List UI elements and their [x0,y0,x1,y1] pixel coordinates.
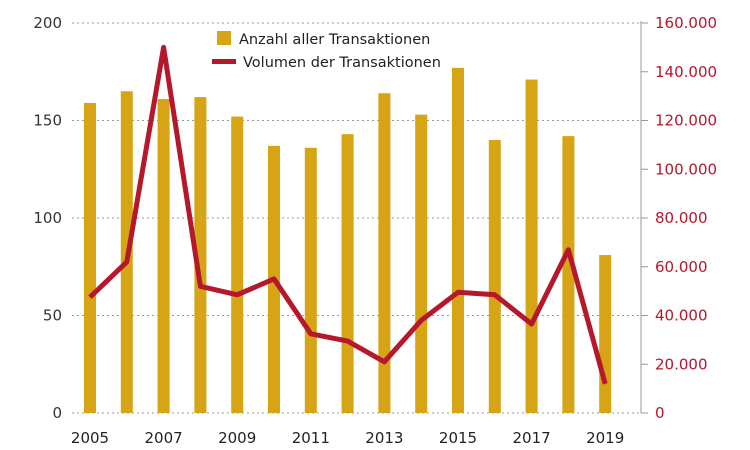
x-tick-label: 2007 [145,429,183,447]
bar-2014 [415,114,428,414]
right-tick-label: 0 [655,404,665,422]
right-tick-label: 60.000 [655,258,708,276]
legend-bar-label: Anzahl aller Transaktionen [239,32,430,48]
bars [84,67,612,414]
right-tick-label: 160.000 [655,14,717,32]
left-axis: 0 50 100 150 200 [33,14,62,422]
right-axis: 0 20.000 40.000 60.000 80.000 100.000 120.000 1… [640,14,717,422]
bar-2018 [562,136,575,413]
bar-2019 [599,255,612,413]
x-axis: 2005 2007 2009 2011 2013 2015 2017 2019 [71,429,624,447]
bar-2009 [231,116,244,413]
bar-2013 [378,93,391,413]
right-tick-label: 120.000 [655,112,717,130]
x-tick-label: 2013 [365,429,403,447]
x-tick-label: 2019 [586,429,624,447]
right-tick-label: 80.000 [655,209,708,227]
left-tick-label: 150 [33,112,62,130]
bar-2017 [525,79,538,414]
bar-2005 [84,102,96,413]
x-tick-label: 2005 [71,429,109,447]
right-tick-label: 20.000 [655,355,708,373]
x-tick-label: 2011 [292,429,330,447]
legend-line-swatch [212,59,236,64]
x-tick-label: 2015 [439,429,477,447]
bar-2007 [157,99,170,414]
x-tick-label: 2017 [513,429,551,447]
x-tick-label: 2009 [218,429,256,447]
bar-2011 [304,147,317,414]
right-tick-label: 100.000 [655,160,717,178]
right-tick-label: 40.000 [655,307,708,325]
right-tick-label: 140.000 [655,63,717,81]
left-tick-label: 200 [33,14,62,32]
bar-2016 [488,140,501,413]
volume-line [88,44,608,385]
left-tick-label: 50 [43,307,62,325]
legend-bar-swatch [217,31,231,45]
bar-2008 [194,97,207,413]
bar-2015 [452,67,464,413]
bar-2012 [341,134,354,413]
legend-line-label: Volumen der Transaktionen [243,55,441,71]
left-tick-label: 100 [33,209,62,227]
left-tick-label: 0 [52,404,62,422]
legend: Anzahl aller Transaktionen Volumen der T… [212,31,441,71]
